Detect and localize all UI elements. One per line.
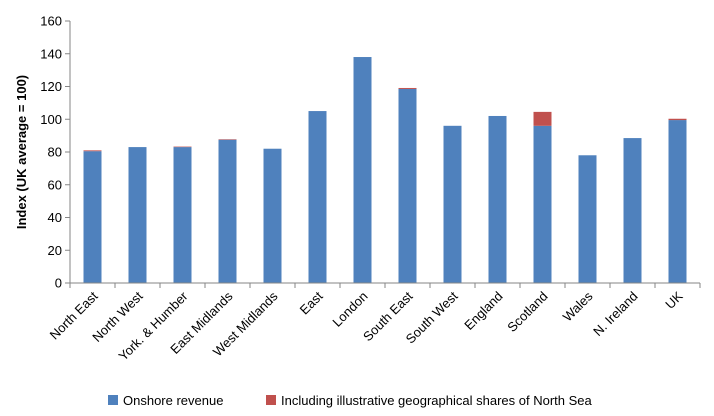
legend: Onshore revenue Including illustrative g… [108,393,593,408]
bar-north-sea-south-east [398,87,417,89]
bar-onshore-south-east [398,88,417,283]
y-tick-label: 40 [48,210,62,225]
x-tick-label: London [329,289,370,330]
y-tick-label: 20 [48,243,62,258]
bar-onshore-york-humber [173,147,192,283]
y-tick-label: 120 [40,79,62,94]
legend-label-onshore: Onshore revenue [123,393,223,408]
bar-north-sea-scotland [533,111,552,126]
bars [83,57,687,284]
bar-onshore-north-west [128,147,147,283]
x-tick-label: UK [662,288,686,312]
bar-onshore-north-east [83,151,102,283]
y-tick-label: 100 [40,112,62,127]
bar-north-sea-north-east [83,150,102,152]
bar-north-sea-uk [668,118,687,121]
bar-onshore-england [488,115,507,283]
bar-onshore-uk [668,120,687,283]
x-tick-label: East [297,288,326,317]
y-tick-label: 0 [55,276,62,291]
y-axis: 0 20 40 60 80 100 120 140 160 [40,14,70,291]
x-tick-label: Wales [560,288,596,324]
bar-onshore-east [308,111,327,283]
x-tick-label: Scotland [504,289,550,335]
axes [69,21,701,288]
y-tick-label: 140 [40,46,62,61]
bar-onshore-west-midlands [263,148,282,283]
legend-label-north-sea: Including illustrative geographical shar… [281,393,593,408]
y-axis-title-group: Index (UK average = 100) [14,75,29,229]
y-tick-label: 60 [48,177,62,192]
bar-onshore-south-west [443,125,462,283]
legend-swatch-north-sea [266,395,276,405]
bar-onshore-london [353,57,372,284]
bar-onshore-scotland [533,125,552,283]
bar-onshore-n-ireland [623,138,642,283]
x-tick-label: N. Ireland [590,289,640,339]
y-tick-label: 160 [40,14,62,29]
x-tick-label: England [461,289,505,333]
legend-swatch-onshore [108,395,118,405]
bar-onshore-east-midlands [218,139,237,283]
y-axis-title: Index (UK average = 100) [14,75,29,229]
y-tick-label: 80 [48,145,62,160]
bar-onshore-wales [578,155,597,283]
